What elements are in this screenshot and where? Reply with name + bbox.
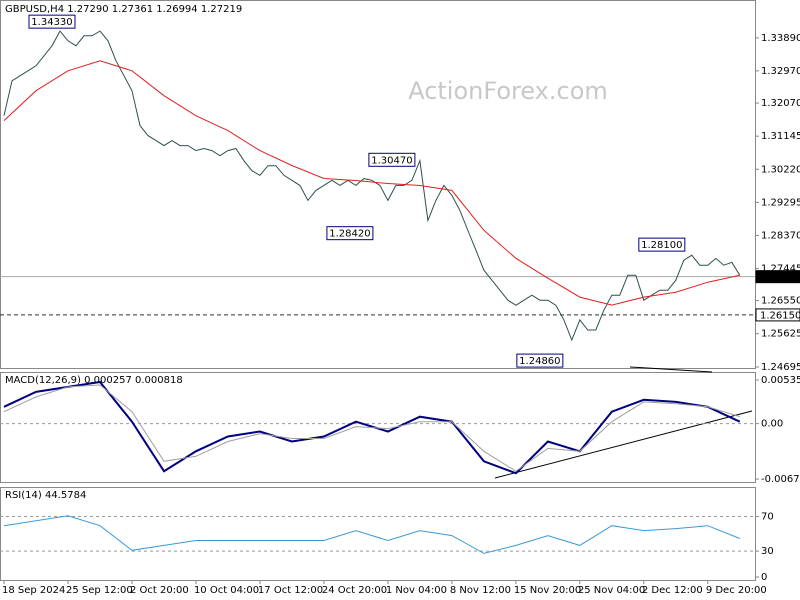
- price-panel: [0, 0, 756, 369]
- y-tick-label: 1.26550: [761, 296, 800, 307]
- annotation-label: 1.28100: [641, 240, 682, 251]
- x-tick-label: 25 Sep 12:00: [66, 585, 133, 596]
- series-line: [3, 60, 740, 306]
- y-tick-label: 1.33890: [761, 33, 800, 44]
- annotation-label: 1.30470: [371, 155, 412, 166]
- series-line: [3, 30, 741, 342]
- annotation-label: 1.34330: [31, 17, 72, 28]
- y-tick-label: 1.24695: [761, 362, 800, 373]
- x-tick-label: 8 Nov 12:00: [450, 585, 511, 596]
- y-tick-label: 30: [761, 546, 774, 557]
- price-label-box: [755, 270, 800, 284]
- macd-title: MACD(12,26,9) 0.000257 0.000818: [5, 375, 183, 386]
- watermark: ActionForex.com: [408, 77, 608, 105]
- y-tick-label: 0.00: [761, 419, 783, 430]
- y-tick-label: 70: [761, 512, 774, 523]
- macd-panel: [0, 372, 756, 483]
- y-tick-label: 1.32070: [761, 98, 800, 109]
- y-tick-label: 1.28370: [761, 230, 800, 241]
- rsi-panel: [0, 487, 756, 581]
- x-tick-label: 24 Oct 20:00: [322, 585, 387, 596]
- y-tick-label: 1.29295: [761, 197, 800, 208]
- y-tick-label: 1.30220: [761, 164, 800, 175]
- x-tick-label: 10 Oct 04:00: [194, 585, 259, 596]
- y-tick-label: 1.31145: [761, 131, 800, 142]
- series-line: [3, 380, 741, 475]
- x-tick-label: 15 Nov 20:00: [514, 585, 581, 596]
- annotation-label: 1.24860: [519, 356, 560, 367]
- annotation-box: [368, 152, 416, 167]
- x-tick-label: 9 Dec 20:00: [706, 585, 767, 596]
- annotation-box: [516, 353, 564, 368]
- series-line: [3, 384, 740, 472]
- x-tick-label: 17 Oct 12:00: [258, 585, 323, 596]
- x-tick-label: 2 Dec 12:00: [642, 585, 703, 596]
- trend-line: [494, 410, 753, 479]
- trend-line: [629, 366, 713, 373]
- y-tick-label: 1.25625: [761, 329, 800, 340]
- annotation-label: 1.28420: [329, 229, 370, 240]
- y-tick-label: 0: [761, 572, 767, 583]
- annotation-box: [638, 237, 686, 252]
- x-tick-label: 2 Oct 20:00: [130, 585, 189, 596]
- price-title: GBPUSD,H4 1.27290 1.27361 1.26994 1.2721…: [5, 4, 242, 15]
- annotation-box: [326, 226, 374, 241]
- series-line: [3, 515, 740, 554]
- x-tick-label: 18 Sep 2024: [2, 585, 65, 596]
- y-tick-label: 1.27445: [761, 264, 800, 275]
- annotation-box: [28, 14, 76, 29]
- y-tick-label: 1.32970: [761, 66, 800, 77]
- x-tick-label: 25 Nov 04:00: [578, 585, 645, 596]
- y-tick-label: -0.006798: [761, 474, 800, 485]
- y-tick-label: 0.005359: [761, 375, 800, 386]
- rsi-title: RSI(14) 44.5784: [5, 490, 86, 501]
- x-tick-label: 1 Nov 04:00: [386, 585, 447, 596]
- price-label: 1.27219: [760, 272, 800, 283]
- price-label: 1.26150: [760, 310, 800, 321]
- price-label-box: [755, 308, 800, 322]
